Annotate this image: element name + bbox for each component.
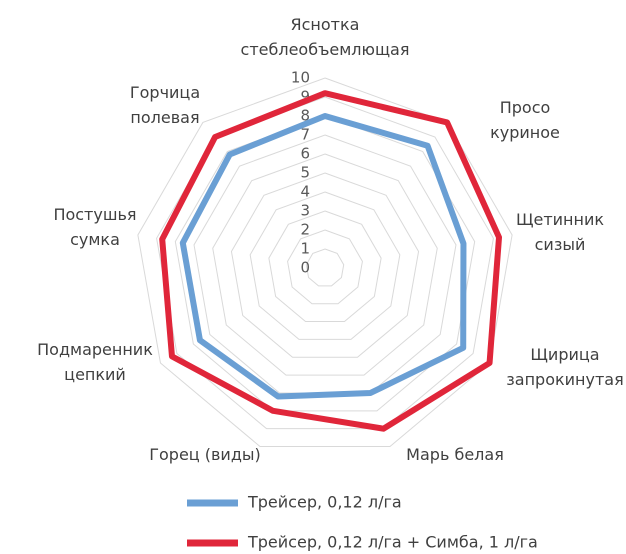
y-tick-label: 6 (300, 145, 310, 163)
y-tick-label: 8 (300, 107, 310, 125)
category-label: Щетинник сизый (516, 210, 604, 254)
y-tick-label: 1 (300, 240, 310, 258)
y-tick-label: 3 (300, 202, 310, 220)
y-tick-label: 5 (300, 164, 310, 182)
legend-label: Трейсер, 0,12 л/га (247, 493, 402, 512)
y-tick-label: 7 (300, 126, 310, 144)
category-label: Щирица запрокинутая (506, 345, 623, 389)
category-label: Яснотка стеблеобъемлющая (241, 15, 410, 59)
category-label: Подмаренник цепкий (37, 340, 153, 384)
y-tick-label: 9 (300, 88, 310, 106)
series-line (179, 113, 467, 400)
grid-line (212, 153, 438, 376)
series-line (159, 90, 503, 432)
grid-line (249, 191, 401, 340)
y-tick-label: 2 (300, 221, 310, 239)
grid-line (305, 248, 345, 287)
category-label: Горец (виды) (149, 445, 261, 464)
y-tick-label: 4 (300, 183, 310, 201)
grid-line (287, 229, 363, 305)
grid-line (268, 210, 382, 323)
grid-line (137, 77, 513, 448)
grid-line (230, 172, 420, 358)
legend-label: Трейсер, 0,12 л/га + Симба, 1 л/га (247, 533, 538, 552)
y-tick-label: 0 (300, 259, 310, 277)
y-tick-label: 10 (291, 69, 310, 87)
category-label: Постушья сумка (53, 205, 136, 249)
category-label: Марь белая (406, 445, 504, 464)
category-label: Горчица полевая (130, 83, 200, 127)
category-label: Просо куриное (490, 98, 560, 142)
